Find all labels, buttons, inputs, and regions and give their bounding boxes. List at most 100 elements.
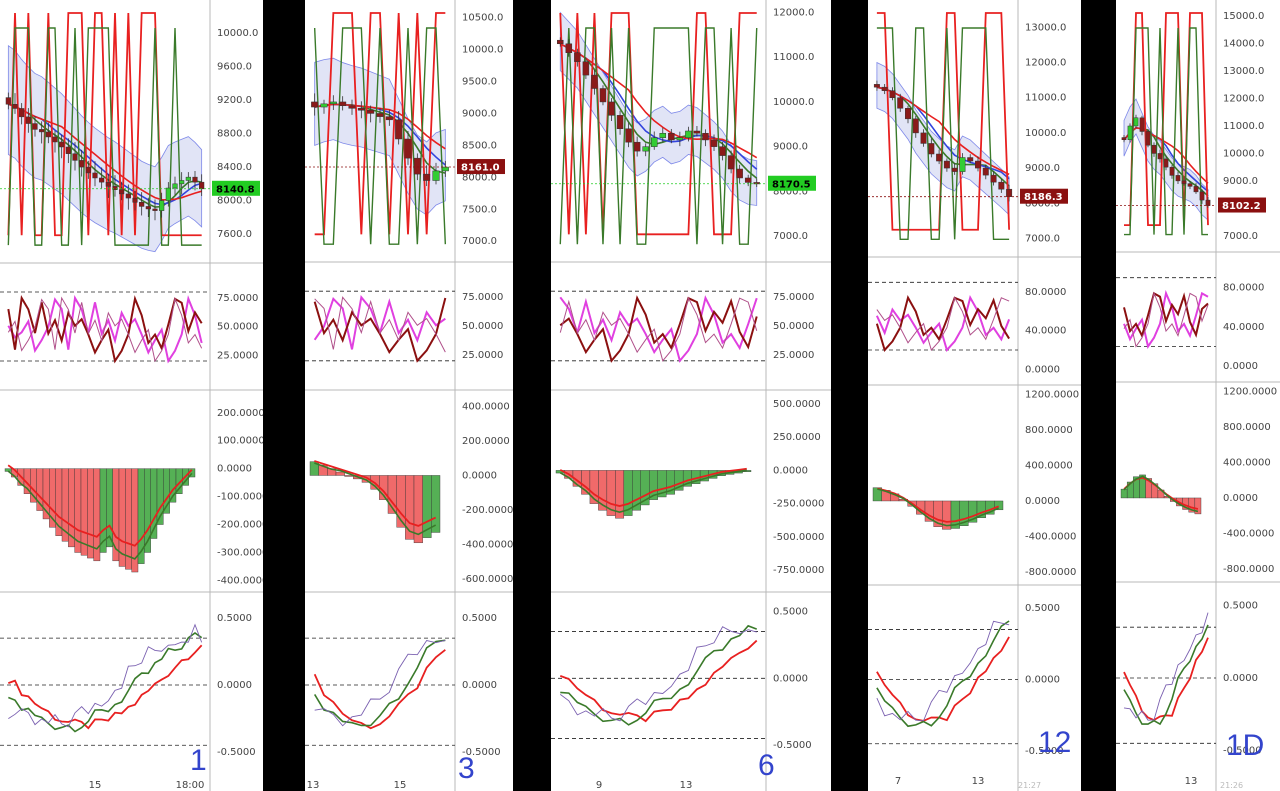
rsi-line-thin	[559, 296, 758, 362]
candle-body	[85, 166, 91, 174]
candle-body	[357, 108, 365, 111]
candle-body	[889, 90, 896, 98]
stoch-overlay-red	[559, 12, 757, 236]
candle-body	[172, 183, 178, 189]
price-tick-label: 12000.0	[773, 7, 814, 18]
price-tick-label: 9000.0	[1223, 176, 1258, 187]
macd-tick-label: 0.0000	[773, 465, 808, 476]
candle-body	[311, 101, 319, 108]
rsi-line-darkred	[875, 294, 1010, 352]
candle-body	[625, 128, 632, 143]
stoch-overlay-green	[313, 27, 447, 245]
candle-body	[112, 186, 118, 190]
macd-tick-label: 100.0000	[217, 436, 263, 447]
macd-signal-line	[877, 487, 1000, 523]
chart-panel-4: 13000.0 12000.0 11000.0 10000.0 9000.0 8000.0…	[868, 0, 1081, 791]
macd-histogram-bar	[994, 500, 1004, 511]
candle-body	[179, 180, 185, 185]
rsi-tick-label: 75.0000	[217, 293, 258, 304]
macd-tick-label: -500.0000	[773, 532, 824, 543]
time-label-1: 21:27	[1018, 781, 1042, 790]
osc-purple-line	[560, 626, 757, 722]
macd-line	[314, 462, 437, 536]
macd-tick-label: -100.0000	[217, 492, 263, 503]
macd-tick-label: -400.0000	[217, 575, 263, 586]
candle-body	[727, 155, 735, 170]
candle-body	[5, 97, 11, 105]
price-tick-label: 7600.0	[217, 229, 252, 240]
macd-tick-label: 800.0000	[1223, 422, 1271, 433]
macd-signal-line	[314, 460, 437, 527]
candle-body	[936, 153, 943, 162]
stoch-overlay-green	[559, 27, 758, 245]
price-tick-label: 10000.0	[462, 45, 503, 56]
candle-body	[1157, 153, 1163, 160]
candle-body	[99, 177, 105, 183]
stoch-overlay-green	[1124, 27, 1208, 236]
candle-body	[967, 157, 974, 162]
candle-body	[105, 181, 111, 187]
osc-tick-label: 0.5000	[773, 606, 808, 617]
macd-tick-label: -400.0000	[462, 540, 513, 551]
candle-body	[608, 101, 615, 116]
candle-body	[685, 130, 692, 138]
price-tick-label: 8800.0	[217, 129, 252, 140]
stoch-overlay-green	[7, 27, 202, 246]
osc-purple-line	[1123, 612, 1209, 721]
last-price-badge	[1020, 188, 1068, 204]
last-price-label: 8186.3	[1024, 192, 1063, 203]
osc-tick-label: 0.0000	[773, 673, 808, 684]
candle-body	[650, 137, 658, 147]
candle-body	[928, 143, 935, 155]
timeframe-annotation: 1	[190, 744, 207, 777]
osc-tick-label: -0.5000	[1025, 746, 1064, 757]
rsi-line-thin	[1123, 291, 1209, 348]
macd-tick-label: 0.0000	[462, 470, 497, 481]
price-tick-label: 15000.0	[1223, 11, 1264, 22]
osc-red-line	[313, 649, 446, 730]
osc-green-line	[560, 624, 758, 726]
rsi-line-magenta	[875, 294, 1011, 352]
candle-body	[990, 174, 997, 183]
macd-histogram-bar	[1120, 488, 1128, 499]
macd-tick-label: 250.0000	[773, 432, 821, 443]
candle-body	[905, 108, 911, 120]
osc-green-line	[8, 631, 203, 733]
candle-body	[1205, 199, 1211, 206]
candle-body	[951, 167, 958, 172]
price-tick-label: 10000.0	[773, 97, 814, 108]
price-tick-label: 9000.0	[1025, 163, 1060, 174]
macd-histogram-bar	[335, 471, 345, 476]
x-tick-label: 7	[895, 776, 901, 787]
price-tick-label: 13000.0	[1025, 22, 1066, 33]
candle-body	[736, 168, 743, 179]
candle-body	[367, 109, 375, 114]
price-tick-label: 8000.0	[217, 196, 252, 207]
price-tick-label: 13000.0	[1223, 66, 1264, 77]
rsi-line-darkred	[559, 295, 758, 363]
rsi-line-darkred	[1123, 291, 1209, 339]
rsi-tick-label: 75.0000	[462, 292, 503, 303]
bollinger-band	[559, 11, 758, 206]
macd-tick-label: 200.0000	[462, 436, 510, 447]
price-tick-label: 9500.0	[462, 76, 497, 87]
price-tick-label: 7000.0	[1025, 233, 1060, 244]
macd-tick-label: -800.0000	[1223, 564, 1274, 575]
macd-tick-label: -200.0000	[217, 520, 263, 531]
candle-body	[413, 157, 421, 175]
price-tick-label: 10000.0	[217, 28, 258, 39]
candle-body	[145, 206, 151, 210]
osc-green-line	[313, 639, 446, 727]
macd-line	[877, 488, 1000, 527]
stoch-overlay-green	[876, 27, 1010, 241]
candle-body	[1006, 188, 1013, 197]
rsi-line-thin	[314, 296, 446, 353]
stoch-overlay-red	[1124, 12, 1209, 227]
candle-body	[339, 101, 347, 107]
price-tick-label: 9200.0	[217, 95, 252, 106]
candle-body	[702, 132, 709, 141]
candle-body	[1127, 125, 1133, 140]
candle-body	[348, 105, 356, 109]
stoch-overlay-red	[314, 12, 446, 236]
osc-red-line	[876, 636, 1010, 722]
